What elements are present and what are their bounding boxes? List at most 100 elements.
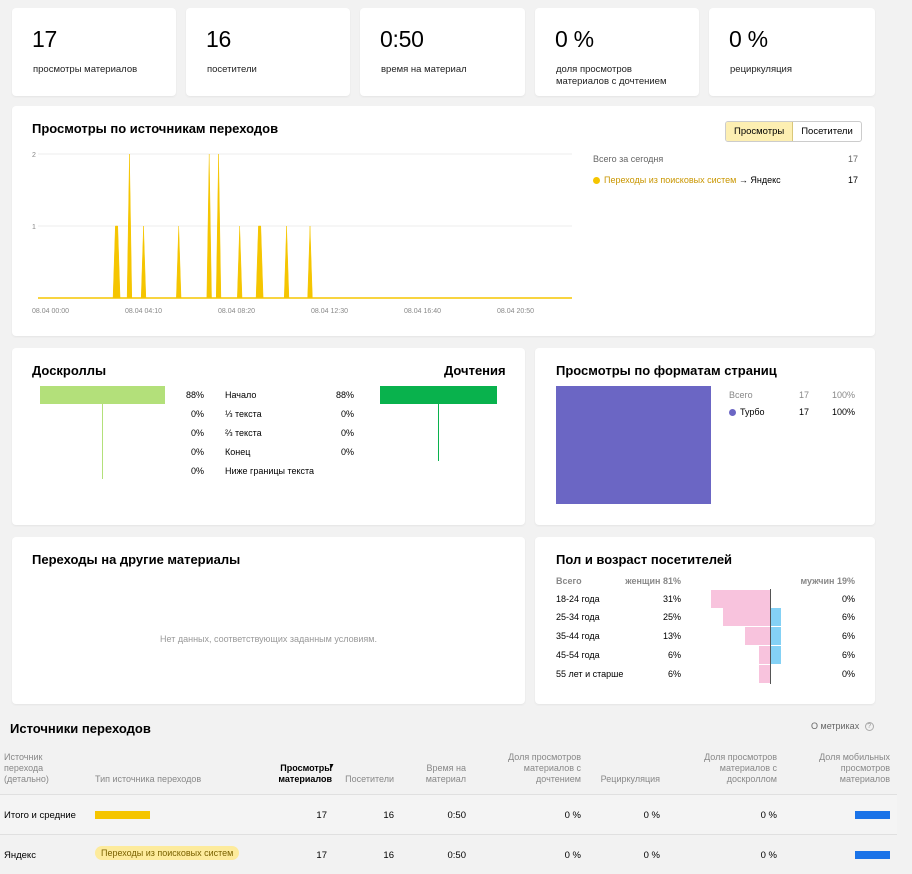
read-right-value: 0% (340, 447, 354, 457)
scroll-row-label: Начало (225, 390, 257, 400)
type-bar (95, 811, 150, 819)
th-time[interactable]: Время на материал (425, 763, 466, 784)
th-views[interactable]: Просмотры материалов (266, 763, 332, 785)
scroll-bar-start (40, 386, 165, 404)
formats-total-label: Всего (729, 390, 753, 400)
demo-header-men: мужчин 19% (800, 576, 855, 586)
about-metrics-label[interactable]: О метриках (811, 721, 860, 731)
th-views-label[interactable]: Просмотры материалов (278, 763, 332, 784)
scroll-left-value: 88% (185, 390, 204, 400)
formats-treemap-block (556, 386, 711, 504)
toggle-views[interactable]: Просмотры (726, 122, 794, 141)
th-type[interactable]: Тип источника переходов (95, 774, 202, 784)
legend-dot-icon (593, 177, 600, 184)
formats-item-count: 17 (798, 407, 809, 417)
transitions-card: Переходы на другие материалы Нет данных,… (12, 537, 525, 704)
metric-label: время на материал (381, 64, 467, 75)
demo-men-bar (770, 646, 782, 664)
legend-engine: Яндекс (750, 175, 781, 185)
cell-recirc: 0 % (643, 850, 660, 861)
demo-men-value: 6% (841, 631, 855, 641)
legend-total-label: Всего за сегодня (593, 154, 664, 164)
legend-total-value: 17 (847, 154, 858, 164)
cell-source: Итого и средние (4, 810, 76, 821)
th-scroll-share[interactable]: Доля просмотров материалов с доскроллом (704, 752, 777, 784)
th-source[interactable]: Источник перехода (детально) (4, 752, 49, 784)
x-tick-label: 08.04 00:00 (32, 308, 69, 315)
sort-desc-icon[interactable]: ▼ (328, 763, 335, 770)
legend-source[interactable]: Переходы из поисковых систем → Яндекс (604, 175, 781, 185)
table-row-total: Итого и средние 17 16 0:50 0 % 0 % 0 % (0, 794, 897, 834)
demo-age-label: 55 лет и старше (556, 669, 624, 679)
formats-item-label: Турбо (740, 407, 765, 417)
table-row[interactable]: Яндекс Переходы из поисковых систем 17 1… (0, 834, 897, 874)
demo-header-total: Всего (556, 576, 582, 586)
metric-label: просмотры материалов (33, 64, 138, 75)
toggle-visitors[interactable]: Посетители (801, 126, 853, 137)
about-metrics-link[interactable]: О метриках ? (811, 721, 874, 732)
metric-card-read-share: 0 % доля просмотров материалов с дочтени… (535, 8, 699, 96)
metric-label: рециркуляция (730, 64, 792, 75)
cell-views: 17 (316, 810, 327, 821)
metric-value: 16 (206, 26, 231, 52)
demo-age-label: 18-24 года (556, 594, 600, 604)
formats-card: Просмотры по форматам страниц Всего 17 1… (535, 348, 875, 525)
formats-title: Просмотры по форматам страниц (556, 363, 777, 378)
th-read-share[interactable]: Доля просмотров материалов с дочтением (508, 752, 581, 784)
cell-type-badge: Переходы из поисковых систем (95, 846, 240, 860)
demo-age-label: 35-44 года (556, 631, 600, 641)
demo-women-bar (758, 646, 770, 664)
cell-time: 0:50 (447, 810, 467, 821)
cell-source[interactable]: Яндекс (4, 850, 36, 861)
legend-arrow: → (738, 175, 748, 185)
demo-women-bar (711, 590, 770, 608)
metric-value: 0 % (729, 26, 768, 52)
legend-source-label[interactable]: Переходы из поисковых систем (604, 175, 737, 185)
demo-women-value: 6% (667, 650, 681, 660)
card-title: Просмотры по источникам переходов (32, 121, 279, 136)
demo-men-bar (770, 627, 782, 645)
metric-label: доля просмотров материалов с дочтением (556, 64, 667, 87)
mobile-share-bar (855, 851, 890, 859)
reads-title: Дочтения (444, 363, 506, 378)
help-icon[interactable]: ? (864, 722, 874, 732)
metric-value: 0:50 (380, 26, 424, 52)
legend-source-value: 17 (847, 175, 858, 185)
y-tick-label: 2 (32, 152, 36, 159)
mobile-share-bar (855, 811, 890, 819)
y-tick-label: 1 (32, 224, 36, 231)
metric-card-views: 17 просмотры материалов (12, 8, 176, 96)
scroll-line (102, 404, 103, 479)
demo-women-value: 31% (662, 594, 681, 604)
scroll-row-label: Ниже границы текста (225, 466, 315, 476)
demo-women-value: 25% (662, 612, 681, 622)
metric-label: посетители (207, 64, 257, 75)
x-tick-label: 08.04 20:50 (497, 308, 534, 315)
cell-scroll-share: 0 % (760, 810, 777, 821)
metric-card-time: 0:50 время на материал (360, 8, 525, 96)
demo-age-label: 45-54 года (556, 650, 600, 660)
scroll-row-label: Конец (225, 447, 251, 457)
read-right-value: 0% (340, 409, 354, 419)
x-tick-label: 08.04 16:40 (404, 308, 441, 315)
demo-header-women: женщин 81% (625, 576, 681, 586)
demographics-card: Пол и возраст посетителей Всего женщин 8… (535, 537, 875, 704)
demo-men-value: 6% (841, 612, 855, 622)
th-mobile-share[interactable]: Доля мобильных просмотров материалов (819, 752, 890, 784)
metric-value: 17 (32, 26, 57, 52)
formats-item-pct: 100% (831, 407, 855, 417)
demo-age-label: 25-34 года (556, 612, 600, 622)
scroll-left-value: 0% (190, 466, 204, 476)
metric-card-recirculation: 0 % рециркуляция (709, 8, 875, 96)
th-visitors[interactable]: Посетители (345, 774, 394, 784)
demographics-title: Пол и возраст посетителей (556, 552, 733, 567)
views-area-chart: 2 1 08.04 00:00 08.04 04:10 08.04 08:20 08.04… (32, 152, 572, 315)
th-recirc[interactable]: Рециркуляция (600, 774, 660, 784)
cell-scroll-share: 0 % (760, 850, 777, 861)
metric-card-visitors: 16 посетители (186, 8, 350, 96)
transitions-title: Переходы на другие материалы (32, 552, 241, 567)
read-right-value: 0% (340, 428, 354, 438)
cell-read-share: 0 % (564, 850, 581, 861)
demo-women-bar (722, 608, 770, 626)
cell-visitors: 16 (383, 850, 394, 861)
